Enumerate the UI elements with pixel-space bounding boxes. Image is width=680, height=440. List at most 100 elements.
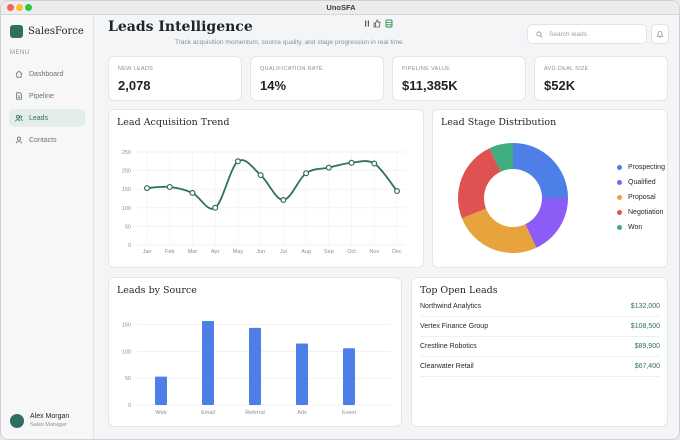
window-title: UnoSFA <box>326 3 356 12</box>
user-role: Sales Manager <box>30 422 67 428</box>
database-icon[interactable] <box>385 19 393 28</box>
lead-value: $132,000 <box>630 303 660 310</box>
data-point <box>189 189 196 196</box>
lead-name: Northwind Analytics <box>420 303 482 310</box>
legend-label: Qualified <box>628 179 656 186</box>
notifications-button[interactable] <box>651 24 669 44</box>
bar-event <box>343 348 355 405</box>
kpi-value: 2,078 <box>118 78 151 93</box>
chart-title: Lead Acquisition Trend <box>117 117 230 128</box>
legend-item-proposal: Proposal <box>617 190 665 205</box>
lead-row[interactable]: Crestline Robotics $89,900 <box>420 337 660 357</box>
x-tick-label: Jan <box>143 249 152 255</box>
search-box[interactable] <box>527 24 647 44</box>
kpi-value: 14% <box>260 78 287 93</box>
kpi-label: QUALIFICATION RATE <box>260 66 323 72</box>
y-tick-label: 0 <box>128 243 131 249</box>
lead-value: $67,400 <box>634 363 660 370</box>
data-point <box>394 188 401 195</box>
x-tick-label: Email <box>201 410 215 416</box>
card-title: Top Open Leads <box>420 285 498 296</box>
brand-name: SalesForce <box>28 26 84 37</box>
sidebar-item-label: Leads <box>29 114 49 122</box>
kpi-label: AVG DEAL SIZE <box>544 66 589 72</box>
kpi-value: $52K <box>544 78 576 93</box>
x-tick-label: Jun <box>256 249 265 255</box>
sidebar-item-leads[interactable]: Leads <box>9 109 85 127</box>
users-icon <box>15 114 23 122</box>
thumbs-up-icon[interactable] <box>373 19 381 28</box>
kpi-value: $11,385K <box>402 78 458 93</box>
sidebar-item-dashboard[interactable]: Dashboard <box>9 65 85 83</box>
y-tick-label: 250 <box>122 150 131 156</box>
chart-title: Lead Stage Distribution <box>441 117 557 128</box>
data-point <box>303 170 310 177</box>
close-window-button[interactable] <box>7 4 14 11</box>
zoom-window-button[interactable] <box>25 4 32 11</box>
bar-ads <box>296 343 308 405</box>
kpi-card-pipeline-value: PIPELINE VALUE $11,385K <box>392 56 526 101</box>
lead-value: $89,900 <box>634 343 660 350</box>
lead-stage-distribution-card: Lead Stage Distribution Prospecting Qual… <box>432 109 668 268</box>
top-open-leads-card: Top Open Leads Northwind Analytics $132,0… <box>411 277 668 427</box>
lead-row[interactable]: Clearwater Retail $67,400 <box>420 357 660 377</box>
y-tick-label: 100 <box>122 349 131 355</box>
donut-slice-proposal <box>461 208 537 253</box>
lead-row[interactable]: Vertex Finance Group $108,500 <box>420 317 660 337</box>
data-point <box>325 164 332 171</box>
legend-label: Negotiation <box>628 209 664 216</box>
lead-name: Crestline Robotics <box>420 343 477 350</box>
minimize-window-button[interactable] <box>16 4 23 11</box>
x-tick-label: Mar <box>188 249 198 255</box>
x-tick-label: Jul <box>280 249 287 255</box>
line-chart: 0 50 100 150 200 250 Jan Feb Mar Apr May Jun Jul Aug S… <box>122 150 405 255</box>
bar-email <box>202 320 214 405</box>
lead-row[interactable]: Northwind Analytics $132,000 <box>420 297 660 317</box>
legend-item-qualified: Qualified <box>617 175 665 190</box>
pause-icon[interactable] <box>363 19 371 28</box>
x-tick-label: Sep <box>324 249 334 255</box>
data-point <box>234 158 241 165</box>
bar-referral <box>249 327 261 405</box>
legend-swatch <box>617 225 622 230</box>
leads-by-source-card: Leads by Source 0 50 100 150 Web Email Referra… <box>108 277 402 427</box>
legend-label: Prospecting <box>628 164 665 171</box>
x-tick-label: Web <box>155 410 166 416</box>
x-tick-label: Referral <box>245 410 265 416</box>
x-tick-label: Ads <box>297 410 307 416</box>
sidebar-item-pipeline[interactable]: Pipeline <box>9 87 85 105</box>
menu-label: MENU <box>10 50 30 56</box>
brand[interactable]: SalesForce <box>10 25 84 38</box>
kpi-label: PIPELINE VALUE <box>402 66 451 72</box>
data-point <box>257 172 264 179</box>
x-tick-label: Aug <box>301 249 311 255</box>
y-tick-label: 50 <box>125 376 131 382</box>
sidebar-item-label: Pipeline <box>29 92 54 100</box>
x-tick-label: Apr <box>211 249 220 255</box>
lead-value: $108,500 <box>630 323 660 330</box>
legend-swatch <box>617 210 622 215</box>
legend-item-won: Won <box>617 220 665 235</box>
sidebar-item-contacts[interactable]: Contacts <box>9 131 85 149</box>
x-tick-label: May <box>233 249 244 255</box>
page-subtitle: Track acquisition momentum, source quali… <box>175 39 403 46</box>
search-input[interactable] <box>549 30 639 38</box>
donut-slice-won <box>489 143 513 172</box>
y-tick-label: 50 <box>125 224 131 230</box>
sidebar-item-label: Contacts <box>29 136 57 144</box>
x-tick-label: Dec <box>392 249 402 255</box>
data-point <box>348 159 355 166</box>
kpi-card-new-leads: NEW LEADS 2,078 <box>108 56 242 101</box>
home-icon <box>15 70 23 78</box>
legend-swatch <box>617 165 622 170</box>
data-point <box>212 204 219 211</box>
user-profile[interactable]: Alex Morgan Sales Manager <box>10 413 69 428</box>
data-point <box>371 160 378 167</box>
title-bar: UnoSFA <box>1 1 679 15</box>
user-name: Alex Morgan <box>30 413 70 420</box>
lead-name: Clearwater Retail <box>420 363 474 370</box>
bar-chart: 0 50 100 150 Web Email Referral Ads Event <box>122 320 391 416</box>
lead-acquisition-trend-card: Lead Acquisition Trend 0 50 100 150 200 250 Ja… <box>108 109 424 268</box>
bar-web <box>155 376 167 405</box>
